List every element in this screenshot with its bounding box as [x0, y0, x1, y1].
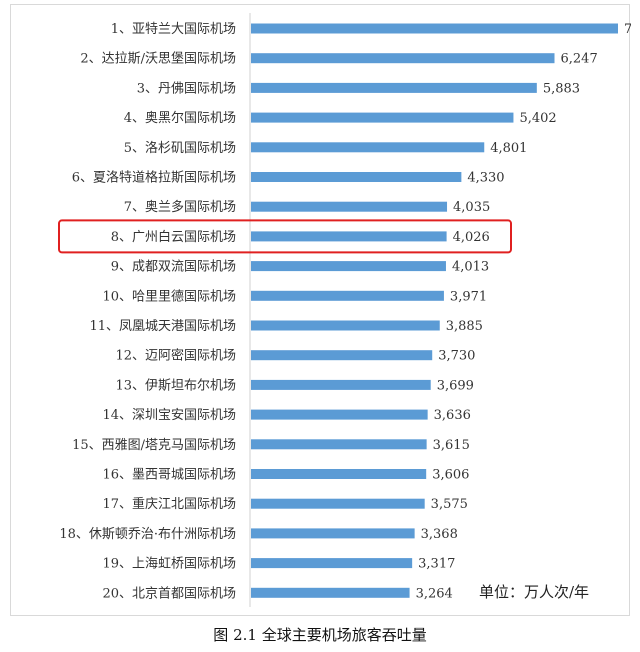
- bar: [251, 201, 448, 212]
- figure-caption: 图 2.1 全球主要机场旅客吞吐量: [213, 626, 427, 644]
- value-label: 3,264: [416, 586, 453, 601]
- category-label: 13、伊斯坦布尔机场: [115, 378, 236, 393]
- value-label: 5,402: [519, 111, 556, 126]
- category-label: 16、墨西哥城国际机场: [102, 468, 236, 483]
- category-label: 7、奥兰多国际机场: [124, 199, 236, 215]
- value-label: 3,971: [450, 289, 487, 304]
- value-label: 4,026: [453, 230, 490, 245]
- category-label: 12、迈阿密国际机场: [115, 348, 236, 364]
- bar: [251, 379, 431, 390]
- value-label: 3,885: [446, 319, 483, 334]
- bar: [251, 172, 462, 182]
- category-label: 19、上海虹桥国际机场: [102, 557, 236, 572]
- bar: [251, 142, 485, 153]
- bar: [251, 587, 410, 598]
- bar: [251, 469, 427, 479]
- value-label: 4,013: [452, 260, 489, 275]
- bar: [251, 558, 413, 569]
- value-label: 3,575: [431, 497, 468, 512]
- bar: [251, 498, 425, 509]
- category-label: 18、休斯顿乔治·布什洲际机场: [59, 527, 236, 542]
- category-label: 9、成都双流国际机场: [111, 260, 236, 275]
- value-label: 3,615: [433, 438, 470, 453]
- value-label: 5,883: [543, 81, 580, 96]
- bar: [251, 231, 447, 242]
- bar: [251, 528, 415, 539]
- value-label: 4,801: [490, 141, 527, 156]
- value-label: 3,699: [437, 378, 474, 393]
- category-label: 17、重庆江北国际机场: [102, 496, 236, 512]
- bar-chart: 1、亚特兰大国际机场 7,554 2、达拉斯/沃思堡国际机场 6,247 3、丹佛国际机…: [58, 13, 631, 607]
- category-label: 6、夏洛特道格拉斯国际机场: [72, 170, 236, 186]
- value-label: 4,035: [453, 200, 490, 215]
- value-label: 6,247: [561, 52, 598, 67]
- bar: [251, 53, 555, 64]
- category-label: 11、凤凰城天港国际机场: [89, 319, 236, 334]
- bar: [251, 261, 446, 272]
- bar: [251, 23, 618, 34]
- value-label: 7,554: [624, 22, 631, 37]
- bar: [251, 320, 440, 331]
- category-label: 10、哈里里德国际机场: [102, 289, 236, 304]
- category-label: 1、亚特兰大国际机场: [111, 22, 236, 37]
- bar: [251, 82, 537, 93]
- value-label: 3,730: [438, 349, 475, 364]
- value-label: 3,368: [421, 527, 458, 542]
- value-label: 3,606: [432, 468, 469, 483]
- value-label: 3,636: [434, 408, 471, 423]
- category-label: 4、奥黑尔国际机场: [124, 111, 236, 126]
- bar: [251, 439, 427, 450]
- bar: [251, 112, 514, 123]
- unit-note: 单位：万人次/年: [479, 583, 590, 601]
- bar: [251, 350, 433, 361]
- category-label: 15、西雅图/塔克马国际机场: [72, 438, 236, 453]
- category-label: 3、丹佛国际机场: [137, 81, 236, 96]
- value-label: 4,330: [467, 171, 504, 186]
- category-label: 2、达拉斯/沃思堡国际机场: [80, 51, 236, 67]
- category-label: 20、北京首都国际机场: [102, 586, 236, 601]
- category-label: 8、广州白云国际机场: [111, 229, 236, 245]
- category-label: 5、洛杉矶国际机场: [124, 141, 236, 156]
- category-label: 14、深圳宝安国际机场: [102, 408, 236, 423]
- bar: [251, 290, 444, 301]
- bar: [251, 409, 428, 420]
- highlight-box: [58, 219, 512, 254]
- chart-frame: 1、亚特兰大国际机场 7,554 2、达拉斯/沃思堡国际机场 6,247 3、丹佛国际机…: [10, 4, 631, 616]
- value-label: 3,317: [418, 557, 455, 572]
